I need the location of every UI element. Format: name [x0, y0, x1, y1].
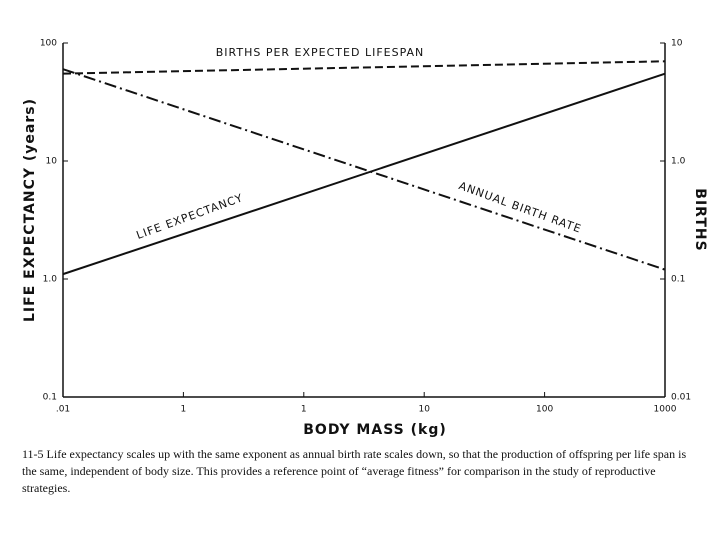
series-label: LIFE EXPECTANCY	[135, 191, 245, 242]
series-line	[62, 68, 666, 271]
y2-tick-label: 10	[671, 39, 683, 49]
y2-tick-label: 1.0	[671, 157, 686, 167]
y-tick-label: 1.0	[43, 275, 58, 285]
y-tick-label: 10	[46, 157, 58, 167]
series-line	[62, 60, 666, 75]
x-tick-label: .01	[56, 405, 70, 415]
y-tick-label: 0.1	[43, 393, 57, 403]
caption: 11-5 Life expectancy scales up with the …	[22, 447, 687, 495]
y2-axis-label: BIRTHS	[692, 188, 708, 251]
x-tick-label: 1	[181, 405, 187, 415]
x-axis-label: BODY MASS (kg)	[303, 422, 447, 438]
x-tick-label: 1000	[654, 405, 677, 415]
series-line	[62, 72, 666, 276]
chart: BODY MASS (kg) LIFE EXPECTANCY (years) B…	[22, 39, 708, 439]
y2-tick-label: 0.01	[671, 393, 691, 403]
series-label: BIRTHS PER EXPECTED LIFESPAN	[216, 46, 425, 59]
y-axis-label: LIFE EXPECTANCY (years)	[22, 98, 38, 322]
x-tick-label: 100	[536, 405, 553, 415]
x-tick-label: 10	[418, 405, 430, 415]
x-tick-label: 1	[301, 405, 307, 415]
y-tick-label: 100	[40, 39, 57, 49]
y2-tick-label: 0.1	[671, 275, 685, 285]
